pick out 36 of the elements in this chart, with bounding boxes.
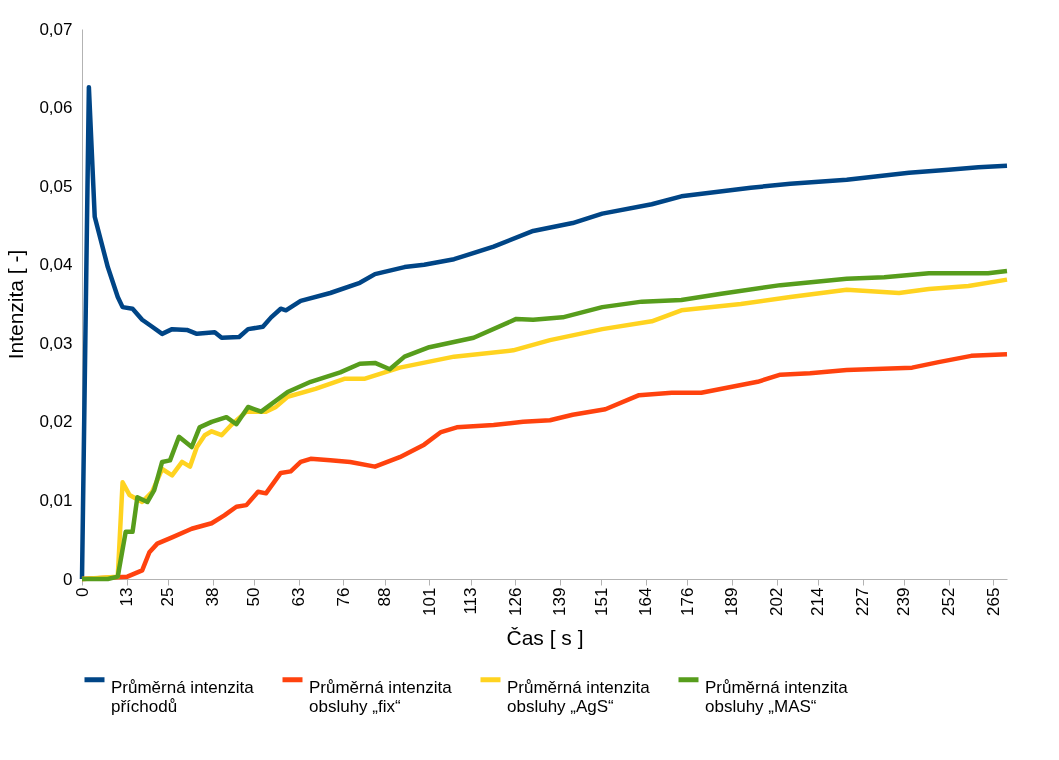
y-tick-label: 0,07	[39, 19, 73, 39]
x-tick-label: 113	[461, 587, 481, 615]
x-tick-label: 139	[550, 587, 570, 616]
x-tick-label: 164	[636, 587, 656, 616]
x-tick-label: 76	[333, 587, 353, 607]
y-tick-label: 0,06	[39, 98, 73, 118]
x-tick-label: 151	[591, 587, 611, 616]
x-tick-label: 265	[983, 587, 1003, 616]
y-tick-label: 0,05	[39, 176, 73, 196]
x-tick-label: 252	[939, 587, 959, 616]
y-tick-label: 0,04	[39, 255, 73, 275]
y-tick-label: 0,01	[39, 490, 73, 510]
x-tick-label: 13	[117, 587, 137, 607]
x-tick-label: 202	[767, 587, 787, 616]
x-tick-label: 126	[505, 587, 525, 616]
y-tick-label: 0	[63, 569, 73, 589]
x-tick-label: 189	[722, 587, 742, 616]
y-tick-label: 0,02	[39, 412, 73, 432]
x-tick-label: 176	[677, 587, 697, 616]
x-tick-label: 239	[894, 587, 914, 616]
x-tick-label: 50	[244, 587, 264, 607]
x-tick-label: 214	[808, 587, 828, 616]
x-tick-label: 88	[375, 587, 395, 607]
x-tick-label: 0	[72, 587, 92, 597]
x-tick-label: 38	[203, 587, 223, 607]
x-tick-label: 101	[419, 587, 439, 616]
y-axis-title: Intenzita [ -]	[4, 249, 28, 360]
legend-label: Průměrná intenzita obsluhy „AgS“	[507, 677, 651, 716]
legend-label: Průměrná intenzita obsluhy „MAS“	[705, 677, 849, 716]
y-tick-label: 0,03	[39, 333, 73, 353]
x-tick-label: 63	[289, 587, 309, 607]
legend-label: Průměrná intenzita příchodů	[111, 677, 255, 716]
legend-label: Průměrná intenzita obsluhy „fix“	[309, 677, 453, 716]
x-axis-title: Čas [ s ]	[506, 625, 584, 649]
x-tick-label: 227	[853, 587, 873, 616]
x-tick-label: 25	[158, 587, 178, 607]
